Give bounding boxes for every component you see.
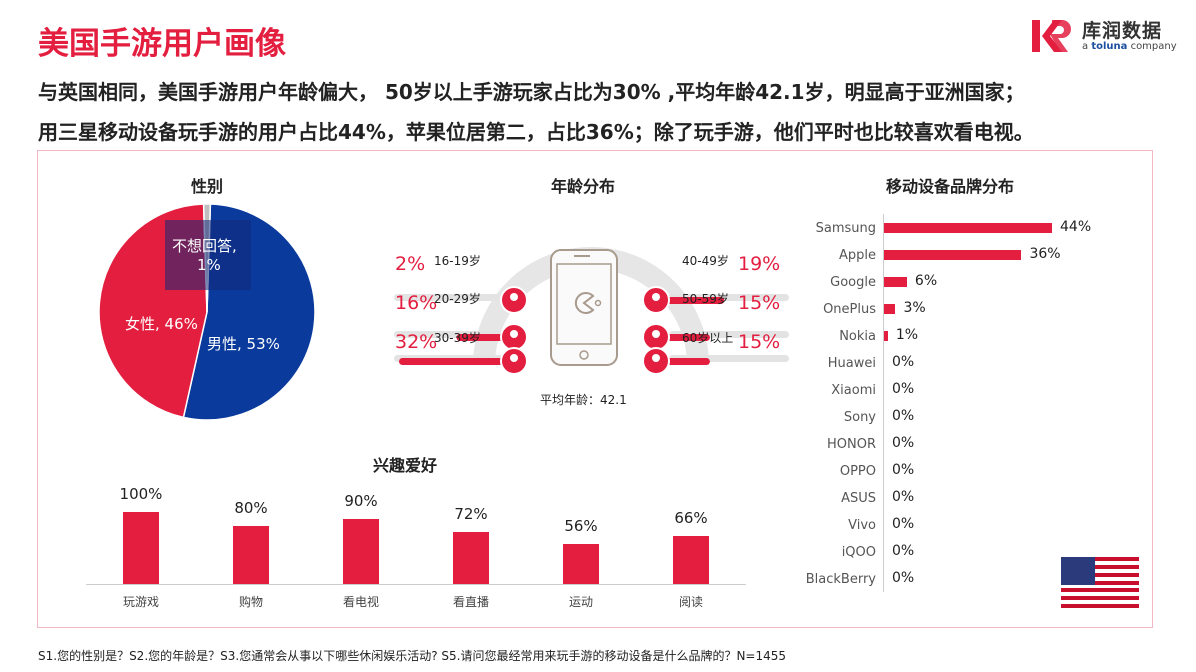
hobby-label: 看直播	[452, 595, 489, 609]
pie-label-female: 女性, 46%	[125, 315, 198, 333]
brand-bar	[884, 223, 1052, 233]
brand-label: Sony	[843, 410, 876, 425]
age-pct-60plus: 15%	[738, 331, 781, 353]
age-pct-40-49: 19%	[738, 253, 781, 275]
hobby-bar	[563, 543, 599, 584]
age-pct-16-19: 2%	[395, 253, 426, 275]
age-graphic	[394, 247, 789, 375]
age-label-20-29: 20-29岁	[434, 292, 481, 306]
hobbies-axis	[86, 584, 746, 585]
hobby-label: 购物	[238, 595, 263, 609]
brand-value: 0%	[892, 516, 915, 532]
age-label-16-19: 16-19岁	[434, 254, 481, 268]
brands-axis	[883, 214, 884, 592]
summary-line-1: 与英国相同，美国手游用户年龄偏大， 50岁以上手游玩家占比为30% ,平均年龄4…	[38, 80, 1025, 104]
age-pct-50-59: 15%	[738, 292, 781, 314]
average-age: 平均年龄：42.1	[540, 393, 627, 407]
brand-value: 6%	[914, 273, 938, 289]
brands-title: 移动设备品牌分布	[885, 177, 1014, 196]
brand-value: 44%	[1060, 219, 1092, 235]
brand-label: Xiaomi	[831, 383, 876, 398]
hobby-value: 66%	[674, 509, 708, 528]
brand-label: Google	[830, 275, 876, 290]
summary-line-2: 用三星移动设备玩手游的用户占比44%，苹果位居第二，占比36%；除了玩手游，他们…	[38, 120, 1034, 144]
hobbies-title: 兴趣爱好	[372, 456, 437, 475]
hobby-label: 运动	[568, 595, 593, 609]
age-title: 年龄分布	[550, 177, 615, 196]
brand-label: Apple	[838, 248, 876, 263]
brand-label: ASUS	[841, 491, 876, 506]
hobby-label: 看电视	[342, 595, 379, 609]
brand-value: 1%	[895, 327, 919, 343]
brand-value: 0%	[892, 408, 915, 424]
footnote: S1.您的性别是？S2.您的年龄是？S3.您通常会从事以下哪些休闲娱乐活动? S…	[38, 649, 787, 663]
gender-title: 性别	[190, 177, 223, 196]
page-title: 美国手游用户画像	[38, 26, 286, 62]
hobby-bar	[123, 512, 159, 584]
brand-label: OnePlus	[823, 302, 876, 317]
brand-value: 0%	[892, 570, 915, 586]
brand-value: 3%	[903, 300, 926, 316]
brand-value: 0%	[892, 354, 915, 370]
brand-bar	[884, 304, 896, 314]
age-label-30-39: 30-39岁	[434, 331, 481, 345]
content-panel	[37, 150, 1153, 628]
hobby-bar	[343, 519, 379, 584]
age-pct-30-39: 32%	[395, 331, 438, 353]
hobby-bar	[453, 532, 489, 584]
brand-label: BlackBerry	[805, 572, 876, 587]
hobby-value: 56%	[564, 516, 598, 535]
logo-text: 库润数据	[1082, 20, 1163, 42]
brand-bar	[884, 331, 888, 341]
age-bar	[656, 297, 725, 304]
brand-label: Huawei	[827, 356, 876, 371]
age-label-60plus: 60岁以上	[682, 331, 734, 345]
hobby-value: 80%	[234, 499, 268, 518]
brand-label: Nokia	[839, 329, 876, 344]
brand-label: HONOR	[827, 437, 876, 452]
logo-mark-icon	[1032, 20, 1071, 52]
us-flag-icon	[1061, 557, 1139, 608]
phone-icon	[550, 249, 618, 366]
brand-bar	[884, 277, 907, 287]
brand-label: Samsung	[815, 221, 876, 236]
pie-label-unanswered: 不想回答,	[172, 237, 237, 255]
pie-label-unanswered-pct: 1%	[197, 256, 221, 274]
brand-value: 0%	[892, 489, 915, 505]
brand-value: 0%	[892, 543, 915, 559]
brand-label: OPPO	[839, 464, 876, 479]
hobby-bar	[233, 526, 269, 584]
brand-value: 0%	[892, 435, 915, 451]
brand-label: iQOO	[841, 545, 876, 560]
brand-value: 36%	[1029, 246, 1061, 262]
hobby-label: 阅读	[678, 595, 703, 609]
hobby-bar	[673, 536, 709, 584]
pie-label-male: 男性, 53%	[207, 335, 280, 353]
age-label-50-59: 50-59岁	[682, 292, 729, 306]
age-label-40-49: 40-49岁	[682, 254, 729, 268]
brand-value: 0%	[892, 381, 915, 397]
hobby-label: 玩游戏	[122, 595, 159, 609]
age-bar	[456, 334, 514, 341]
brand-label: Vivo	[848, 518, 876, 533]
logo: 库润数据 a toluna company	[1030, 16, 1180, 56]
age-bar	[399, 358, 514, 365]
logo-tagline: a toluna company	[1082, 41, 1177, 52]
pie-label-box	[165, 220, 251, 290]
hobby-value: 100%	[119, 485, 163, 503]
age-pct-20-29: 16%	[395, 292, 438, 314]
hobby-value: 72%	[454, 505, 488, 524]
brand-bar	[884, 250, 1022, 260]
brand-value: 0%	[892, 462, 915, 478]
hobby-value: 90%	[344, 492, 378, 511]
